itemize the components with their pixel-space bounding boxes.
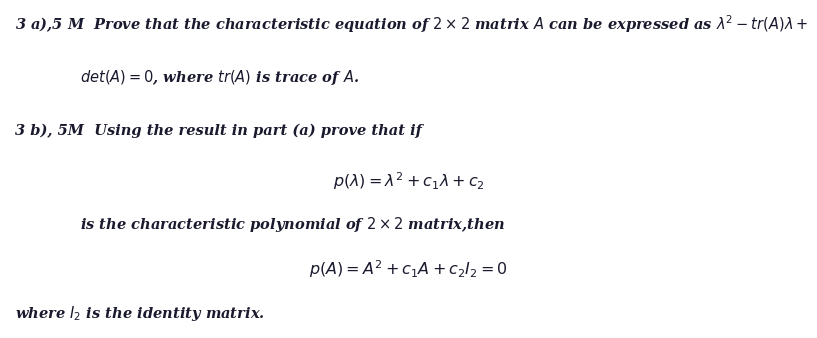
Text: 3 a),5 M  Prove that the characteristic equation of $2 \times 2$ matrix $A$ can : 3 a),5 M Prove that the characteristic e… [15,14,808,35]
Text: $det(A) = 0$, where $tr(A)$ is trace of $A$.: $det(A) = 0$, where $tr(A)$ is trace of … [80,68,359,87]
Text: is the characteristic polynomial of $2 \times 2$ matrix,then: is the characteristic polynomial of $2 \… [80,215,505,234]
Text: 3 b), 5M  Using the result in part (a) prove that if: 3 b), 5M Using the result in part (a) pr… [15,123,422,138]
Text: $p(\lambda) = \lambda^2 + c_1\lambda + c_2$: $p(\lambda) = \lambda^2 + c_1\lambda + c… [333,171,484,192]
Text: where $I_2$ is the identity matrix.: where $I_2$ is the identity matrix. [15,304,265,323]
Text: $p(A) = A^2 + c_1 A + c_2 I_2 = 0$: $p(A) = A^2 + c_1 A + c_2 I_2 = 0$ [309,259,508,280]
